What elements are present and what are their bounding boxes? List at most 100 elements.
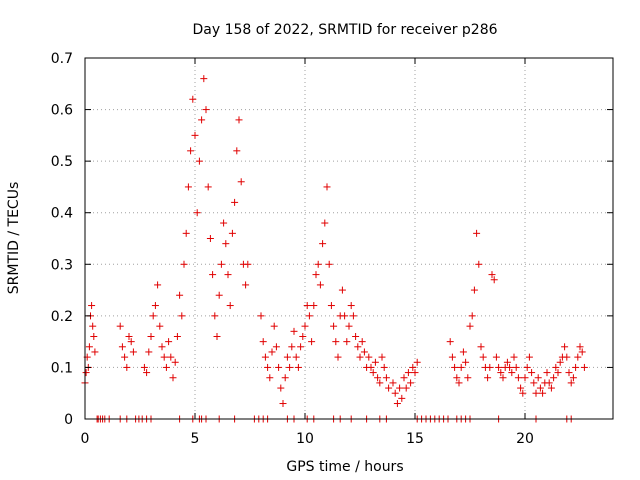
data-point bbox=[554, 369, 562, 377]
data-point bbox=[294, 363, 302, 371]
data-point bbox=[231, 198, 239, 206]
data-point bbox=[473, 229, 481, 237]
data-point bbox=[503, 358, 511, 366]
data-point bbox=[125, 332, 133, 340]
grid-lines bbox=[85, 58, 613, 419]
data-point bbox=[266, 374, 274, 382]
data-point bbox=[305, 312, 313, 320]
data-point bbox=[413, 358, 421, 366]
data-point bbox=[127, 338, 135, 346]
data-point bbox=[176, 291, 184, 299]
data-point bbox=[347, 302, 355, 310]
data-point bbox=[149, 312, 157, 320]
data-point bbox=[118, 343, 126, 351]
data-point bbox=[184, 183, 192, 191]
data-point bbox=[534, 374, 542, 382]
data-point bbox=[151, 302, 159, 310]
data-point bbox=[88, 302, 96, 310]
data-point bbox=[464, 374, 472, 382]
data-point bbox=[574, 353, 582, 361]
data-point bbox=[409, 363, 417, 371]
data-point bbox=[477, 343, 485, 351]
data-point bbox=[167, 353, 175, 361]
data-point bbox=[327, 302, 335, 310]
data-point bbox=[466, 322, 474, 330]
data-point bbox=[475, 260, 483, 268]
data-point bbox=[147, 332, 155, 340]
data-point bbox=[198, 116, 206, 124]
data-point bbox=[486, 363, 494, 371]
data-point bbox=[321, 219, 329, 227]
data-point bbox=[556, 358, 564, 366]
data-point bbox=[310, 302, 318, 310]
data-point bbox=[446, 338, 454, 346]
data-point bbox=[470, 286, 478, 294]
data-point bbox=[407, 379, 415, 387]
data-point bbox=[569, 374, 577, 382]
x-tick-label: 5 bbox=[191, 431, 200, 447]
data-point bbox=[237, 178, 245, 186]
data-point bbox=[391, 389, 399, 397]
y-axis-label: SRMTID / TECUs bbox=[6, 182, 22, 295]
data-point bbox=[371, 358, 379, 366]
data-point bbox=[345, 322, 353, 330]
data-point bbox=[367, 363, 375, 371]
data-point bbox=[330, 322, 338, 330]
data-point bbox=[189, 95, 197, 103]
data-point bbox=[539, 389, 547, 397]
data-point bbox=[488, 271, 496, 279]
data-point bbox=[378, 353, 386, 361]
data-point bbox=[402, 384, 410, 392]
data-point bbox=[514, 374, 522, 382]
data-point bbox=[191, 131, 199, 139]
data-point bbox=[235, 116, 243, 124]
data-point bbox=[576, 343, 584, 351]
data-point bbox=[365, 353, 373, 361]
data-point bbox=[224, 271, 232, 279]
data-point bbox=[275, 363, 283, 371]
data-point bbox=[334, 353, 342, 361]
data-point bbox=[341, 312, 349, 320]
data-point bbox=[578, 348, 586, 356]
data-point bbox=[143, 369, 151, 377]
data-point bbox=[165, 338, 173, 346]
data-point bbox=[360, 348, 368, 356]
data-point bbox=[525, 353, 533, 361]
data-point bbox=[497, 369, 505, 377]
data-point bbox=[572, 363, 580, 371]
data-point bbox=[512, 363, 520, 371]
data-point bbox=[358, 338, 366, 346]
data-point bbox=[398, 394, 406, 402]
data-point bbox=[82, 369, 90, 377]
data-point bbox=[233, 147, 241, 155]
data-point bbox=[195, 157, 203, 165]
data-point bbox=[154, 281, 162, 289]
data-point bbox=[281, 374, 289, 382]
data-point bbox=[173, 332, 181, 340]
x-axis-ticks: 0 5 10 15 20 bbox=[81, 58, 534, 447]
data-point bbox=[459, 348, 467, 356]
data-point bbox=[451, 363, 459, 371]
data-point bbox=[316, 281, 324, 289]
y-tick-label: 0 bbox=[64, 412, 73, 428]
data-point bbox=[369, 369, 377, 377]
data-point bbox=[580, 363, 588, 371]
data-point bbox=[116, 322, 124, 330]
data-point bbox=[211, 312, 219, 320]
data-point bbox=[226, 302, 234, 310]
data-point bbox=[385, 384, 393, 392]
data-point bbox=[204, 183, 212, 191]
data-point bbox=[279, 400, 287, 408]
data-point bbox=[85, 343, 93, 351]
data-point bbox=[180, 260, 188, 268]
data-point bbox=[286, 363, 294, 371]
data-point bbox=[158, 343, 166, 351]
data-point bbox=[288, 343, 296, 351]
data-point bbox=[91, 348, 99, 356]
data-point bbox=[220, 219, 228, 227]
data-point bbox=[297, 343, 305, 351]
data-point bbox=[517, 384, 525, 392]
data-point bbox=[552, 363, 560, 371]
data-point bbox=[484, 374, 492, 382]
data-point bbox=[374, 374, 382, 382]
